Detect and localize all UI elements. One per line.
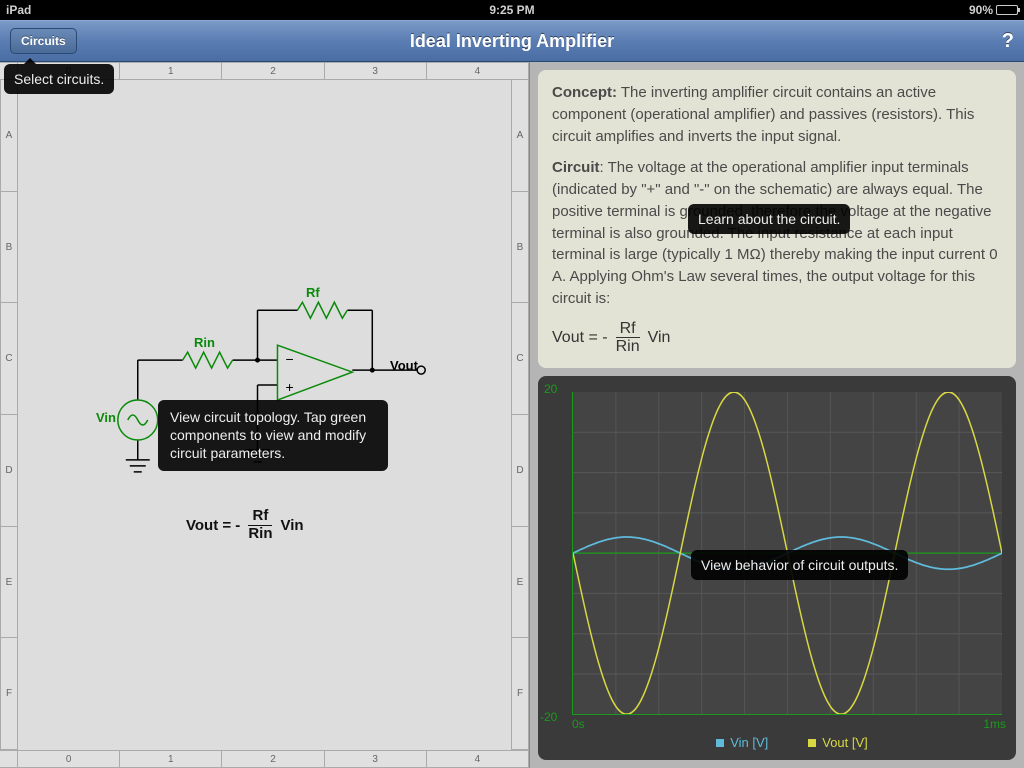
circuits-button[interactable]: Circuits xyxy=(10,28,77,54)
x-min: 0s xyxy=(572,717,585,731)
concept-box: Concept: The inverting amplifier circuit… xyxy=(538,70,1016,368)
svg-text:+: + xyxy=(285,379,293,395)
help-button[interactable]: ? xyxy=(1002,30,1014,53)
y-min: -20 xyxy=(540,710,557,724)
nav-bar: Circuits Ideal Inverting Amplifier ? xyxy=(0,20,1024,62)
app-body: 0 1 2 3 4 0 1 2 3 4 A B C D E F xyxy=(0,62,1024,768)
label-rin[interactable]: Rin xyxy=(194,335,215,350)
schematic-pane: 0 1 2 3 4 0 1 2 3 4 A B C D E F xyxy=(0,62,530,768)
tooltip-select-circuits: Select circuits. xyxy=(4,64,114,94)
tooltip-learn: Learn about the circuit. xyxy=(688,204,850,234)
page-title: Ideal Inverting Amplifier xyxy=(410,31,614,52)
swatch-vout xyxy=(808,739,816,747)
schematic-canvas[interactable]: − + Rf Rin Vin Vout Vout = - Rf Rin Vin … xyxy=(18,80,511,750)
schematic-formula: Vout = - Rf Rin Vin xyxy=(186,508,304,542)
info-pane: Concept: The inverting amplifier circuit… xyxy=(530,62,1024,768)
legend-vout: Vout [V] xyxy=(808,735,868,750)
graph-area[interactable]: View behavior of circuit outputs. xyxy=(572,392,1002,715)
ruler-right: A B C D E F xyxy=(511,80,529,750)
ruler-bottom: 0 1 2 3 4 xyxy=(0,750,529,768)
swatch-vin xyxy=(716,739,724,747)
tooltip-topology: View circuit topology. Tap green compone… xyxy=(158,400,388,471)
ios-status-bar: iPad 9:25 PM 90% xyxy=(0,0,1024,20)
battery-status: 90% xyxy=(969,3,1018,17)
battery-icon xyxy=(996,5,1018,15)
label-vout: Vout xyxy=(390,358,418,373)
tooltip-behavior: View behavior of circuit outputs. xyxy=(691,550,908,580)
label-vin[interactable]: Vin xyxy=(96,410,116,425)
concept-formula: Vout = - Rf Rin Vin xyxy=(552,320,1002,356)
ruler-left: A B C D E F xyxy=(0,80,18,750)
clock: 9:25 PM xyxy=(489,3,534,17)
x-max: 1ms xyxy=(983,717,1006,731)
grid-canvas: 0 1 2 3 4 0 1 2 3 4 A B C D E F xyxy=(0,62,529,768)
graph-box: 20 View behavior of circuit outputs. -20… xyxy=(538,376,1016,760)
svg-text:−: − xyxy=(285,351,293,367)
device-label: iPad xyxy=(6,3,31,17)
label-rf[interactable]: Rf xyxy=(306,285,320,300)
y-max: 20 xyxy=(544,382,557,396)
legend-vin: Vin [V] xyxy=(716,735,768,750)
graph-legend: Vin [V] Vout [V] xyxy=(548,735,1006,750)
